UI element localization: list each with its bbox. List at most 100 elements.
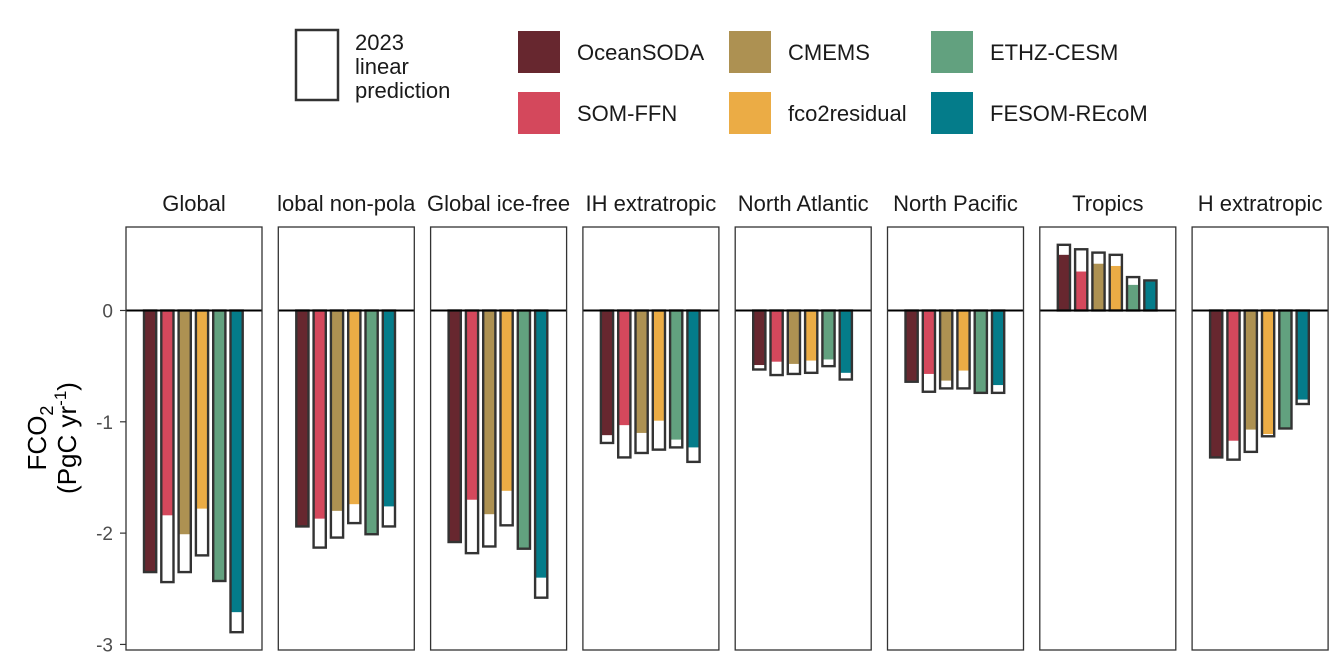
legend-label-ethz-cesm: ETHZ-CESM <box>990 40 1118 65</box>
panel-border <box>1191 226 1329 651</box>
bar-fco2residual <box>195 310 209 509</box>
facet-panel-north-atlantic: North Atlantic <box>734 191 872 651</box>
bar-fco2residual <box>652 310 665 421</box>
bar-som-ffn <box>770 310 783 362</box>
bar-oceansoda <box>144 310 157 573</box>
facet-panel-h-extratropic: H extratropic <box>1191 191 1329 651</box>
bar-ethz-cesm <box>822 310 835 360</box>
panel-border <box>1039 226 1177 651</box>
y-axis-ticks: 0 -1 -2 -3 <box>96 301 126 656</box>
bar-ethz-cesm <box>1127 284 1140 311</box>
bar-cmems <box>940 310 953 381</box>
y-axis-title-line2: (PgC yr-1) <box>51 382 82 494</box>
bar-cmems <box>178 310 191 535</box>
bar-ethz-cesm <box>1279 310 1292 429</box>
bar-cmems <box>1092 263 1105 311</box>
facet-strip-label: Global ice-free <box>427 191 570 216</box>
legend-prediction-label-line3: prediction <box>355 78 450 103</box>
bar-cmems <box>483 310 496 515</box>
bar-oceansoda <box>1210 310 1223 458</box>
bar-oceansoda <box>296 310 309 527</box>
facet-strip-label: lobal non-pola <box>277 191 416 216</box>
y-tick-label: -3 <box>96 635 113 656</box>
bar-fesom-recom <box>535 310 548 578</box>
bar-fco2residual <box>805 310 818 361</box>
panel-border <box>734 226 872 651</box>
legend-swatch-fesom-recom <box>931 92 973 134</box>
facet-strip-label: North Pacific <box>893 191 1018 216</box>
bar-fesom-recom <box>382 310 395 507</box>
bar-oceansoda <box>1057 254 1070 311</box>
legend-swatch-cmems <box>729 31 771 73</box>
legend-label-som-ffn: SOM-FFN <box>577 101 677 126</box>
bar-som-ffn <box>922 310 935 374</box>
y-tick-label: 0 <box>102 301 113 322</box>
facet-panel-global: Global <box>125 191 263 651</box>
bar-ethz-cesm <box>517 310 530 549</box>
legend-label-fesom-recom: FESOM-REcoM <box>990 101 1148 126</box>
y-axis-title-line1: FCO2 <box>22 406 57 471</box>
facet-panel-lobal-non-pola: lobal non-pola <box>277 191 416 651</box>
facet-strip-label: IH extratropic <box>585 191 716 216</box>
bar-fco2residual <box>348 310 361 505</box>
facet-panel-ih-extratropic: IH extratropic <box>582 191 720 651</box>
bar-oceansoda <box>600 310 614 436</box>
bar-ethz-cesm <box>365 310 378 535</box>
facet-strip-label: Tropics <box>1072 191 1143 216</box>
facet-panels: Global lobal non-pola Global ice-free IH ex… <box>125 191 1329 651</box>
bar-fesom-recom <box>839 310 852 373</box>
facet-panel-tropics: Tropics <box>1039 191 1177 651</box>
bar-ethz-cesm <box>670 310 683 440</box>
bar-som-ffn <box>618 310 631 426</box>
bar-fesom-recom <box>1296 310 1309 400</box>
bar-fesom-recom <box>1144 281 1157 311</box>
bar-fesom-recom <box>230 310 243 613</box>
legend: 2023 linear prediction OceanSODA SOM-FFN C… <box>294 28 1148 134</box>
legend-label-cmems: CMEMS <box>788 40 870 65</box>
bar-fco2residual <box>500 310 513 491</box>
panel-border <box>429 226 568 651</box>
y-tick-label: -2 <box>96 524 113 545</box>
bar-fesom-recom <box>687 310 700 448</box>
legend-swatch-som-ffn <box>518 92 560 134</box>
bar-som-ffn <box>1075 271 1088 311</box>
bar-som-ffn <box>313 310 326 519</box>
bar-cmems <box>635 310 648 433</box>
bar-fco2residual <box>1109 265 1122 311</box>
panel-border <box>277 226 415 651</box>
legend-prediction-label-line1: 2023 <box>355 30 404 55</box>
bar-oceansoda <box>448 310 461 543</box>
legend-label-fco2residual: fco2residual <box>788 101 907 126</box>
facet-panel-global-ice-free: Global ice-free <box>427 191 570 651</box>
legend-label-oceansoda: OceanSODA <box>577 40 704 65</box>
panel-border <box>886 226 1025 651</box>
bar-ethz-cesm <box>213 310 226 581</box>
bar-ethz-cesm <box>974 310 987 393</box>
panel-border <box>582 226 720 651</box>
bar-som-ffn <box>1227 310 1240 441</box>
bar-cmems <box>330 310 344 511</box>
panel-border <box>125 226 263 651</box>
legend-prediction-swatch <box>294 28 340 102</box>
facet-strip-label: Global <box>162 191 226 216</box>
y-axis-title: FCO2(PgC yr-1) <box>22 382 82 494</box>
legend-prediction-label-line2: linear <box>355 54 409 79</box>
facet-strip-label: H extratropic <box>1198 191 1323 216</box>
facet-strip-label: North Atlantic <box>738 191 869 216</box>
bar-cmems <box>1244 310 1257 430</box>
bar-fco2residual <box>957 310 970 371</box>
bar-oceansoda <box>905 310 918 381</box>
y-tick-label: -1 <box>96 413 113 434</box>
legend-swatch-oceansoda <box>518 31 560 73</box>
bar-som-ffn <box>161 310 174 516</box>
bar-som-ffn <box>465 310 479 500</box>
legend-swatch-ethz-cesm <box>931 31 973 73</box>
bar-cmems <box>787 310 800 364</box>
legend-swatch-fco2residual <box>729 92 771 134</box>
legend-products: OceanSODA SOM-FFN CMEMS fco2residual ETHZ-CE… <box>518 31 1148 134</box>
bar-fco2residual <box>1262 310 1275 435</box>
bar-oceansoda <box>753 310 766 366</box>
bar-fesom-recom <box>992 310 1005 386</box>
facet-panel-north-pacific: North Pacific <box>886 191 1025 651</box>
